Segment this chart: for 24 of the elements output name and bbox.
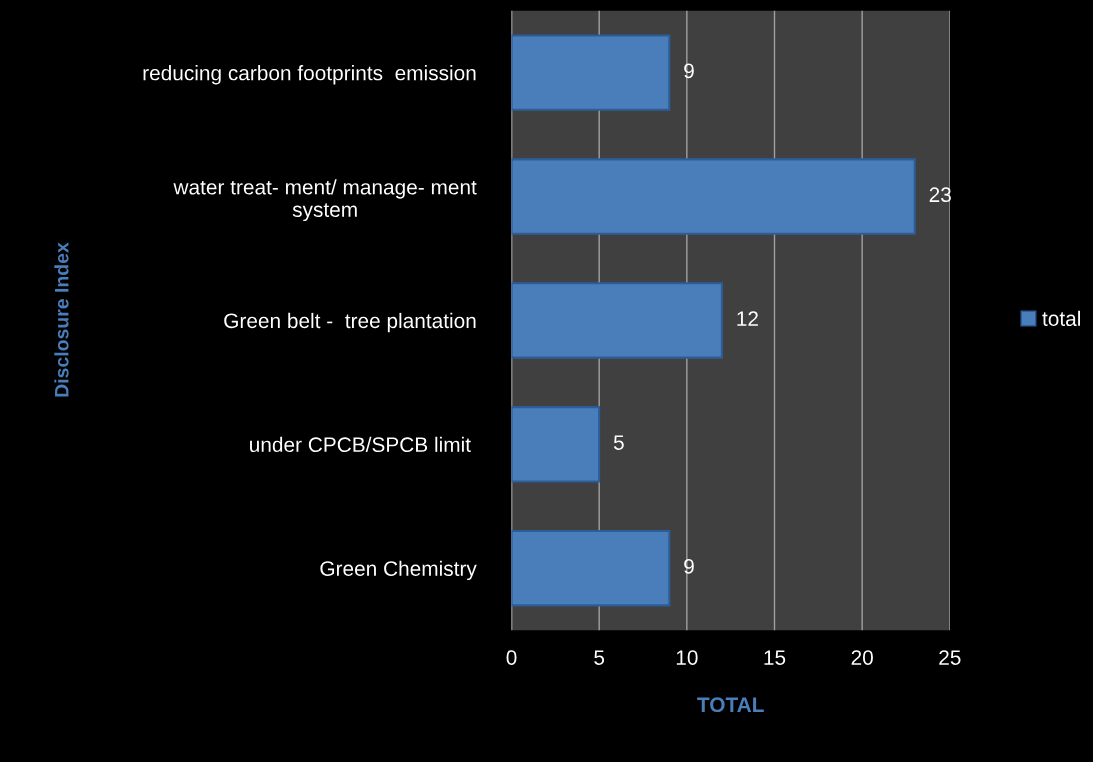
bar	[511, 406, 601, 483]
x-tick-label: 25	[939, 650, 961, 665]
text: Disclosure Index	[54, 242, 69, 397]
data-label: 5	[613, 435, 624, 450]
y-tick-label: reducing carbon footprints emission	[143, 65, 476, 85]
data-label: 12	[737, 311, 758, 326]
bar	[511, 530, 671, 607]
x-tick-label: 10	[676, 650, 698, 665]
x-tick-label: 5	[594, 650, 605, 665]
bar	[511, 158, 916, 235]
y-tick-label: water treat- ment/ manage- ment system	[173, 179, 477, 222]
bar	[511, 282, 723, 359]
x-axis-title: TOTAL	[697, 697, 764, 713]
x-tick-label: 15	[764, 650, 786, 665]
y-tick-label: Green belt - tree plantation	[224, 312, 476, 333]
bar	[511, 34, 671, 111]
data-label: 23	[929, 187, 951, 203]
x-tick-label: 0	[506, 650, 517, 665]
data-label: 9	[684, 559, 694, 574]
data-label: 9	[684, 63, 694, 79]
x-tick-label: 20	[851, 650, 873, 665]
legend-label: total	[1042, 310, 1080, 327]
y-tick-label: under CPCB/SPCB limit	[250, 436, 471, 453]
y-tick-label: Green Chemistry	[320, 560, 477, 581]
